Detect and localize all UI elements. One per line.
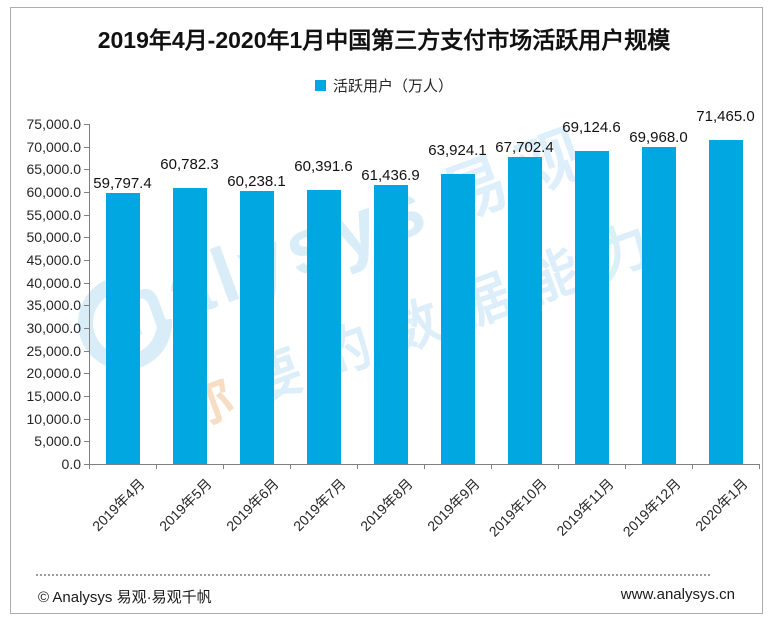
- x-tick-mark: [156, 464, 157, 469]
- bar: [373, 185, 408, 464]
- y-tick-label: 15,000.0: [26, 388, 82, 404]
- y-tick-label: 25,000.0: [26, 342, 82, 359]
- bar: [507, 157, 542, 464]
- x-tick-mark: [290, 464, 291, 469]
- y-tick-mark: [84, 214, 89, 216]
- bar: [708, 140, 743, 464]
- y-tick-mark: [84, 124, 89, 125]
- legend: 活跃用户（万人）: [0, 75, 768, 96]
- bar: [641, 147, 676, 464]
- x-tick-mark: [357, 464, 358, 469]
- y-tick-label: 70,000.0: [26, 138, 82, 155]
- x-tick-mark: [759, 464, 760, 469]
- y-tick-mark: [84, 260, 89, 261]
- bar: [440, 174, 475, 464]
- footer: © Analysys 易观·易观千帆 www.analysys.cn: [38, 586, 735, 607]
- x-tick-mark: [424, 464, 425, 469]
- bar-value-label: 60,238.1: [227, 173, 286, 190]
- y-tick-mark: [84, 350, 89, 352]
- y-tick-mark: [84, 192, 89, 193]
- bar-value-label: 69,968.0: [629, 129, 688, 146]
- y-tick-mark: [84, 305, 89, 307]
- bar: [239, 191, 274, 464]
- y-tick-label: 35,000.0: [26, 297, 82, 314]
- y-tick-mark: [84, 328, 89, 329]
- y-tick-label: 10,000.0: [26, 410, 82, 427]
- x-tick-mark: [89, 464, 90, 469]
- y-tick-label: 55,000.0: [26, 206, 82, 223]
- y-tick-label: 20,000.0: [26, 365, 82, 382]
- y-tick-mark: [84, 464, 89, 465]
- website-link[interactable]: www.analysys.cn: [620, 586, 735, 603]
- y-tick-mark: [84, 169, 89, 171]
- legend-label: 活跃用户（万人）: [332, 78, 453, 95]
- y-tick-mark: [84, 441, 89, 443]
- bar-value-label: 63,924.1: [428, 142, 487, 159]
- bar-value-label: 60,782.3: [160, 156, 219, 173]
- x-tick-mark: [625, 464, 626, 469]
- bar-value-label: 59,797.4: [93, 175, 152, 192]
- y-tick-label: 50,000.0: [26, 229, 82, 246]
- y-tick-mark: [84, 396, 89, 397]
- legend-swatch-icon: [314, 80, 326, 91]
- x-tick-mark: [558, 464, 559, 469]
- bar: [306, 190, 341, 464]
- bar-value-label: 60,391.6: [294, 158, 353, 175]
- y-tick-label: 5,000.0: [34, 433, 81, 450]
- bar-value-label: 69,124.6: [562, 119, 621, 136]
- y-tick-mark: [84, 373, 89, 375]
- bar: [172, 188, 207, 464]
- footer-divider: [36, 574, 710, 576]
- bar: [105, 193, 140, 464]
- bar: [574, 151, 609, 464]
- bar-value-label: 71,465.0: [696, 108, 755, 125]
- bar-value-label: 61,436.9: [361, 167, 420, 184]
- y-tick-label: 30,000.0: [26, 320, 82, 336]
- y-tick-label: 40,000.0: [26, 274, 82, 291]
- x-tick-mark: [491, 464, 492, 469]
- y-tick-mark: [84, 237, 89, 239]
- copyright-text: © Analysys 易观·易观千帆: [38, 589, 212, 606]
- y-tick-mark: [84, 418, 89, 420]
- y-tick-mark: [84, 282, 89, 284]
- x-tick-mark: [223, 464, 224, 469]
- chart-title: 2019年4月-2020年1月中国第三方支付市场活跃用户规模: [97, 27, 671, 53]
- y-tick-label: 45,000.0: [26, 252, 82, 268]
- y-tick-label: 75,000.0: [26, 116, 82, 132]
- y-tick-label: 0.0: [61, 456, 81, 472]
- bar-value-label: 67,702.4: [495, 139, 554, 156]
- y-tick-mark: [84, 146, 89, 148]
- x-tick-mark: [692, 464, 693, 469]
- y-tick-label: 65,000.0: [26, 161, 82, 178]
- y-tick-label: 60,000.0: [26, 184, 82, 200]
